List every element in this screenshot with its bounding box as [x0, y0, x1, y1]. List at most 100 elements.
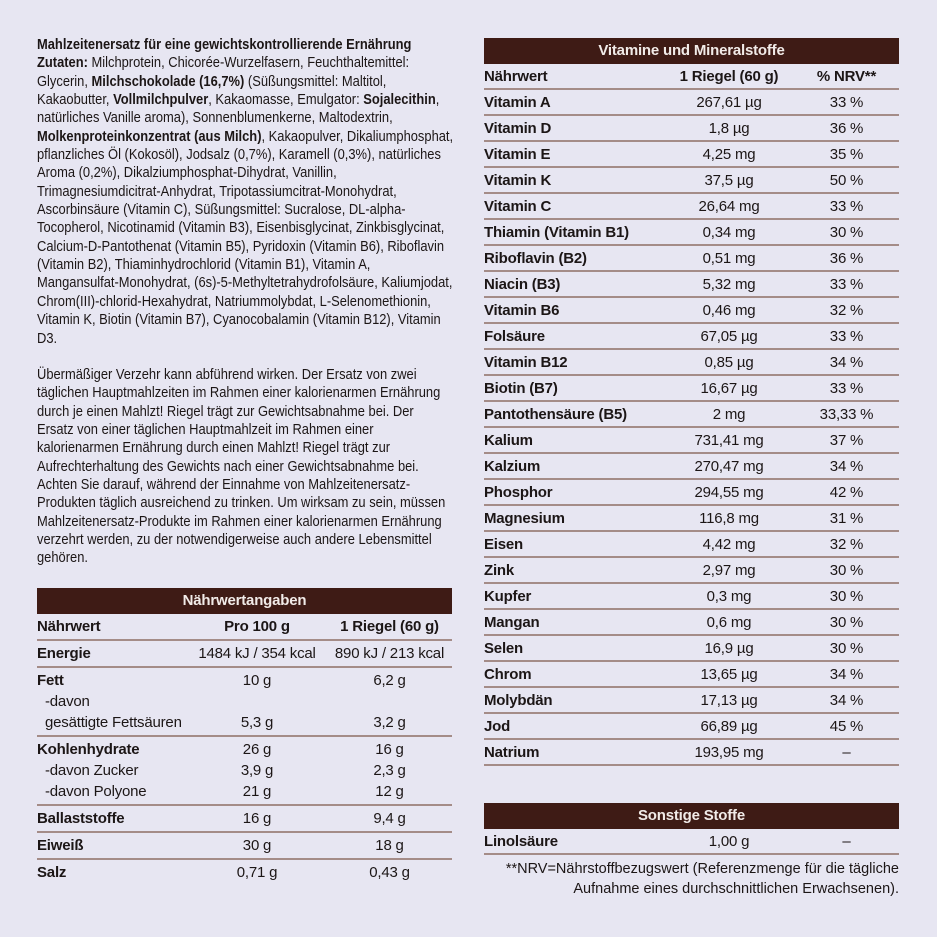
- ingredient-highlight: Zutaten:: [37, 54, 92, 72]
- nutrient-label: Eiweiß: [37, 837, 84, 854]
- vitamins-row: Vitamin D 1,8 µg 36 %: [484, 116, 899, 142]
- ingredient-text: (Süßungsmittel: Maltitol, Kakaobutter,: [37, 72, 387, 109]
- nutrient-label: Zink: [484, 562, 515, 579]
- value-per-bar: 12 g: [375, 783, 404, 800]
- nutrient-label: Vitamin A: [484, 94, 551, 111]
- amount-per-bar: 267,61 µg: [696, 94, 762, 111]
- value-per-100g: 26 g: [242, 741, 272, 758]
- nutrition-header-row: Nährwert Pro 100 g 1 Riegel (60 g): [37, 614, 452, 641]
- amount-per-bar: 116,8 mg: [699, 510, 759, 527]
- nutrient-label: Folsäure: [484, 328, 545, 345]
- amount-per-bar: 26,64 mg: [698, 198, 760, 215]
- vitamins-row: Biotin (B7) 16,67 µg 33 %: [484, 376, 899, 402]
- value-per-100g: 21 g: [242, 783, 272, 800]
- nutrient-names: Salz: [37, 862, 187, 883]
- nutrient-label: Vitamin C: [484, 198, 552, 215]
- vitamins-row: Magnesium 116,8 mg 31 %: [484, 506, 899, 532]
- nutrient-label: Jod: [484, 718, 511, 735]
- nutrient-label: Kupfer: [484, 588, 532, 605]
- per-100g-values: 0,71 g: [187, 862, 327, 883]
- nutrient-label: Thiamin (Vitamin B1): [484, 224, 629, 241]
- vitamins-row: Selen 16,9 µg 30 %: [484, 636, 899, 662]
- nrv-percent: 34 %: [829, 354, 864, 371]
- nutrient-label: Kohlenhydrate: [37, 741, 140, 758]
- ingredients-list: Zutaten: Milchprotein, Chicorée-Wurzelfa…: [37, 54, 453, 346]
- amount-per-bar: 66,89 µg: [700, 718, 758, 735]
- value-per-100g: 1484 kJ / 354 kcal: [198, 645, 316, 662]
- nutrient-label: Chrom: [484, 666, 532, 683]
- amount-per-bar: 4,25 mg: [702, 146, 756, 163]
- ingredient-highlight: Milchschokolade (16,7%): [91, 72, 245, 90]
- value-per-bar: 3,2 g: [373, 714, 406, 731]
- amount-per-bar: 1,00 g: [708, 833, 750, 850]
- nrv-percent: –: [842, 744, 851, 761]
- amount-per-bar: 0,85 µg: [704, 354, 754, 371]
- nutrient-label: -davon Polyone: [45, 783, 147, 800]
- nrv-percent: 33,33 %: [819, 406, 874, 423]
- col-header-per-100g: Pro 100 g: [224, 618, 290, 635]
- per-100g-values: 16 g: [187, 808, 327, 829]
- per-bar-values: 0,43 g: [327, 862, 452, 883]
- per-100g-values: 1484 kJ / 354 kcal: [187, 643, 327, 664]
- nrv-percent: 33 %: [829, 198, 864, 215]
- col-header-nutrient: Nährwert: [484, 68, 548, 85]
- nrv-percent: 33 %: [829, 328, 864, 345]
- ingredient-highlight: Voll­milchpulver: [113, 91, 209, 109]
- amount-per-bar: 67,05 µg: [700, 328, 758, 345]
- nrv-percent: 30 %: [829, 640, 864, 657]
- other-table-title: Sonstige Stoffe: [484, 803, 899, 829]
- nutrition-table: Nährwertangaben Nährwert Pro 100 g 1 Rie…: [37, 588, 452, 885]
- nutrient-label: Ballaststoffe: [37, 810, 125, 827]
- vitamins-table-title: Vitamine und Mineralstoffe: [484, 38, 899, 64]
- nrv-percent: –: [842, 833, 851, 850]
- nutrient-names: Ballaststoffe: [37, 808, 187, 829]
- col-header-nutrient: Nährwert: [37, 618, 101, 635]
- nutrient-names: Fett -davon gesättigte Fettsäuren: [37, 670, 187, 733]
- amount-per-bar: 4,42 mg: [702, 536, 756, 553]
- nutrient-label: Niacin (B3): [484, 276, 561, 293]
- amount-per-bar: 13,65 µg: [700, 666, 758, 683]
- other-substances-table: Sonstige Stoffe Linolsäure 1,00 g –: [484, 803, 899, 855]
- vitamins-row: Vitamin K 37,5 µg 50 %: [484, 168, 899, 194]
- vitamins-header-row: Nährwert 1 Riegel (60 g) % NRV**: [484, 64, 899, 90]
- vitamins-row: Vitamin C 26,64 mg 33 %: [484, 194, 899, 220]
- amount-per-bar: 0,34 mg: [702, 224, 756, 241]
- vitamins-row: Vitamin A 267,61 µg 33 %: [484, 90, 899, 116]
- amount-per-bar: 0,6 mg: [706, 614, 752, 631]
- nutrient-label: Molybdän: [484, 692, 553, 709]
- nutrient-label: Fett: [37, 672, 64, 689]
- nrv-percent: 33 %: [829, 276, 864, 293]
- vitamins-row: Jod 66,89 µg 45 %: [484, 714, 899, 740]
- per-bar-values: 890 kJ / 213 kcal: [327, 643, 452, 664]
- per-bar-values: 9,4 g: [327, 808, 452, 829]
- vitamins-row: Kalzium 270,47 mg 34 %: [484, 454, 899, 480]
- nutrient-label: Kalzium: [484, 458, 541, 475]
- value-per-bar: 18 g: [375, 837, 404, 854]
- nutrient-label: -davon Zucker: [45, 762, 139, 779]
- nutrient-label: Selen: [484, 640, 524, 657]
- nrv-percent: 30 %: [829, 562, 864, 579]
- ingredient-highlight: Sojalecithin: [363, 91, 436, 109]
- vitamins-row: Niacin (B3) 5,32 mg 33 %: [484, 272, 899, 298]
- value-per-bar: 890 kJ / 213 kcal: [334, 645, 445, 662]
- ingredient-highlight: Molkenproteinkonzentrat (aus Milch): [37, 127, 262, 145]
- col-header-nrv: % NRV**: [816, 68, 877, 85]
- vitamins-row: Molybdän 17,13 µg 34 %: [484, 688, 899, 714]
- vitamins-table: Vitamine und Mineralstoffe Nährwert 1 Ri…: [484, 38, 899, 766]
- amount-per-bar: 2 mg: [712, 406, 746, 423]
- amount-per-bar: 731,41 mg: [694, 432, 764, 449]
- nutrient-label: Natrium: [484, 744, 540, 761]
- vitamins-row: Natrium 193,95 mg –: [484, 740, 899, 766]
- amount-per-bar: 0,46 mg: [702, 302, 756, 319]
- vitamins-row: Vitamin B6 0,46 mg 32 %: [484, 298, 899, 324]
- nrv-percent: 37 %: [829, 432, 864, 449]
- value-per-100g: 30 g: [242, 837, 272, 854]
- nutrition-table-title: Nährwertangaben: [37, 588, 452, 614]
- vitamins-row: Phosphor 294,55 mg 42 %: [484, 480, 899, 506]
- nrv-percent: 32 %: [829, 302, 864, 319]
- value-per-100g: 0,71 g: [236, 864, 278, 881]
- ingredient-text: , Kakaomasse, Emulgator:: [208, 91, 364, 109]
- amount-per-bar: 16,67 µg: [700, 380, 758, 397]
- nrv-percent: 36 %: [829, 120, 864, 137]
- nutrient-label: Phosphor: [484, 484, 553, 501]
